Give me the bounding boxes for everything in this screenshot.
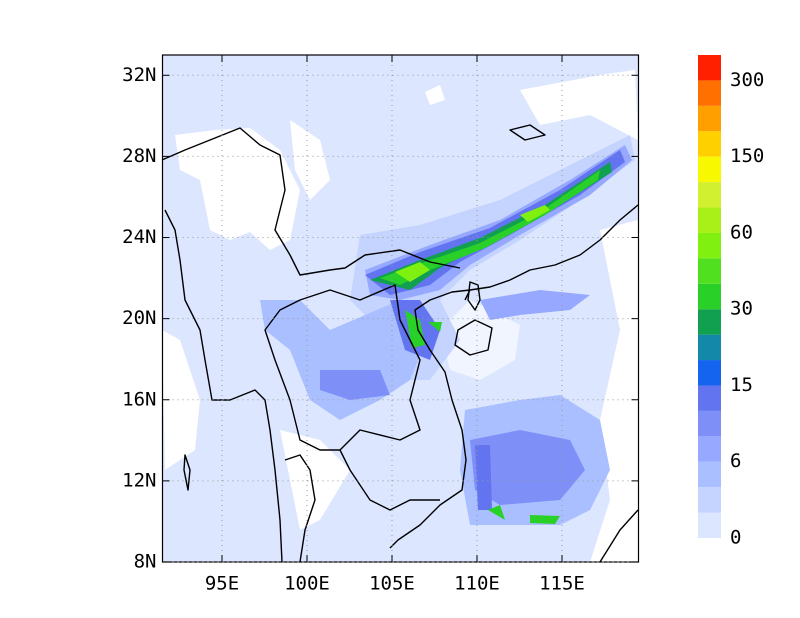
- colorbar-label: 15: [730, 374, 753, 396]
- colorbar-box: [698, 385, 721, 411]
- precip-field: [162, 55, 639, 562]
- colorbar-box: [698, 283, 721, 310]
- axes: 95E 100E 105E 110E 115E 8N 12N 16N 20N 24N 28N 32N: [122, 55, 639, 595]
- colorbar-box: [698, 258, 721, 284]
- y-tick-label: 12N: [122, 469, 156, 491]
- colorbar: 0 6 15 30 60 150 300: [698, 55, 764, 549]
- y-tick-label: 16N: [122, 388, 156, 410]
- colorbar-label: 30: [730, 298, 753, 320]
- x-tick-label: 115E: [539, 573, 585, 595]
- colorbar-box: [698, 80, 721, 106]
- colorbar-label: 300: [730, 69, 764, 91]
- colorbar-label: 150: [730, 145, 764, 167]
- y-tick-label: 32N: [122, 64, 156, 86]
- y-tick-label: 20N: [122, 307, 156, 329]
- colorbar-box: [698, 461, 721, 488]
- colorbar-box: [698, 131, 721, 157]
- x-tick-label: 95E: [205, 573, 239, 595]
- colorbar-box: [698, 487, 721, 513]
- colorbar-box: [698, 182, 721, 208]
- colorbar-box: [698, 512, 721, 538]
- colorbar-box: [698, 436, 721, 462]
- colorbar-box: [698, 207, 721, 233]
- colorbar-box: [698, 309, 721, 335]
- colorbar-box: [698, 410, 721, 437]
- colorbar-box: [698, 334, 721, 361]
- y-tick-label: 8N: [134, 551, 157, 573]
- colorbar-label: 6: [730, 450, 741, 472]
- colorbar-box: [698, 360, 721, 386]
- colorbar-box: [698, 105, 721, 132]
- colorbar-label: 60: [730, 221, 753, 243]
- plot-frame: [161, 54, 640, 563]
- colorbar-label: 0: [730, 527, 741, 549]
- colorbar-box: [698, 232, 721, 259]
- y-tick-label: 24N: [122, 226, 156, 248]
- y-tick-label: 28N: [122, 145, 156, 167]
- colorbar-box: [698, 156, 721, 183]
- x-tick-label: 110E: [454, 573, 500, 595]
- x-tick-label: 105E: [369, 573, 415, 595]
- colorbar-box: [698, 55, 721, 81]
- x-tick-label: 100E: [284, 573, 330, 595]
